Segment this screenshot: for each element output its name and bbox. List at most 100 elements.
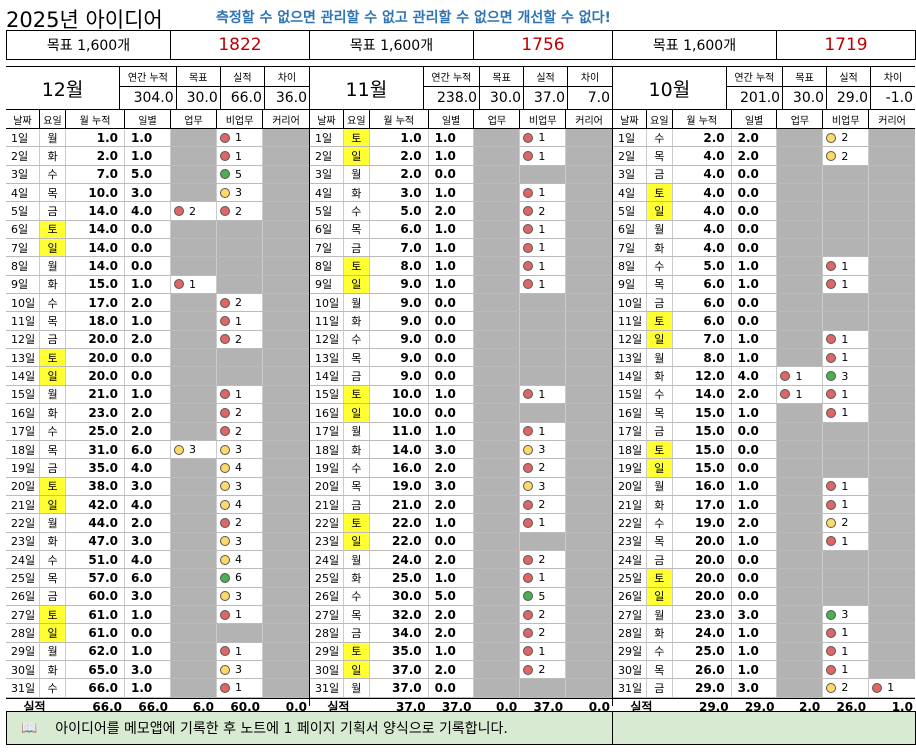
weekday-cell: 토 — [342, 385, 369, 404]
daily-count-cell: 2.0 — [124, 330, 170, 349]
table-row: 23일 목 20.0 1.0 1 — [613, 532, 915, 551]
table-row: 2일 화 2.0 1.0 1 — [6, 147, 309, 166]
work-cell — [473, 679, 520, 697]
summary-actual: 실적 29.0 — [826, 67, 871, 109]
table-row: 11일 화 9.0 0.0 — [310, 312, 612, 331]
month-cumulative-cell: 14.0 — [368, 440, 428, 459]
weekday-cell: 월 — [39, 642, 65, 660]
career-cell — [262, 312, 309, 330]
career-cell — [565, 312, 612, 330]
month-cumulative-cell: 26.0 — [671, 660, 731, 679]
date-cell: 29일 — [315, 645, 340, 659]
career-cell — [565, 184, 612, 202]
weekday-cell: 금 — [645, 165, 672, 184]
weekday-cell: 수 — [645, 514, 672, 532]
column-header-career: 커리어 — [262, 110, 309, 128]
work-cell — [776, 514, 823, 532]
nonwork-cell-value: 1 — [841, 663, 849, 677]
date-cell: 21일 — [618, 498, 643, 512]
work-cell — [170, 459, 216, 477]
work-cell — [776, 642, 823, 660]
daily-count-cell: 2.0 — [124, 514, 170, 532]
summary-actual-value: 66.0 — [230, 90, 262, 106]
career-cell — [565, 660, 612, 679]
column-header-work: 업무 — [473, 110, 519, 128]
month-cumulative-cell: 35.0 — [368, 642, 428, 660]
daily-count-cell: 1.0 — [730, 642, 777, 660]
month-cumulative-cell: 16.0 — [671, 477, 731, 495]
summary-diff-value: -1.0 — [885, 90, 913, 106]
status-dot-icon — [523, 646, 534, 657]
note-text: 아이디어를 메모앱에 기록한 후 노트에 1 페이지 기획서 양식으로 기록합니… — [55, 721, 508, 737]
career-cell — [868, 220, 915, 239]
table-row: 17일 월 11.0 1.0 1 — [310, 422, 612, 441]
career-cell — [868, 477, 915, 495]
date-cell: 11일 — [315, 315, 340, 329]
career-cell — [262, 569, 309, 587]
nonwork-cell-value: 2 — [841, 681, 849, 695]
career-cell — [262, 257, 309, 275]
month-cumulative-cell: 1.0 — [65, 129, 124, 147]
daily-count-cell: 4.0 — [124, 202, 170, 220]
date-cell: 27일 — [11, 608, 36, 622]
career-cell — [262, 349, 309, 367]
month-cumulative-cell: 2.0 — [368, 147, 428, 165]
work-cell — [170, 514, 216, 532]
month-cumulative-cell: 21.0 — [368, 495, 428, 514]
daily-count-cell: 4.0 — [124, 550, 170, 569]
work-cell — [473, 660, 520, 679]
month-cumulative-cell: 14.0 — [671, 385, 731, 404]
date-cell: 2일 — [618, 150, 636, 164]
career-cell — [565, 495, 612, 514]
date-cell: 19일 — [315, 461, 340, 475]
weekday-cell: 월 — [342, 679, 369, 697]
month-cumulative-cell: 47.0 — [65, 532, 124, 550]
work-cell — [473, 202, 520, 220]
summary-goal: 목표 30.0 — [782, 67, 827, 109]
table-row: 27일 목 32.0 2.0 2 — [310, 605, 612, 625]
work-cell — [776, 239, 823, 257]
month-cumulative-cell: 16.0 — [368, 459, 428, 477]
date-cell: 3일 — [11, 168, 29, 182]
date-cell: 15일 — [315, 388, 340, 402]
career-cell — [262, 404, 309, 422]
weekday-cell: 수 — [342, 330, 369, 349]
month-cumulative-cell: 19.0 — [671, 514, 731, 532]
weekday-cell: 금 — [342, 239, 369, 257]
nonwork-cell — [519, 330, 566, 349]
daily-count-cell: 1.0 — [730, 404, 777, 422]
weekday-cell: 금 — [39, 587, 65, 605]
table-row: 22일 월 44.0 2.0 2 — [6, 514, 309, 533]
summary-annual-label: 연간 누적 — [120, 67, 176, 87]
weekday-cell: 토 — [39, 605, 65, 624]
month-cumulative-cell: 10.0 — [65, 184, 124, 202]
summary-actual: 실적 37.0 — [523, 67, 568, 109]
date-cell: 11일 — [11, 315, 36, 329]
status-dot-icon — [220, 682, 230, 693]
daily-count-cell: 2.0 — [427, 660, 474, 679]
month-panel: 10월 연간 누적 201.0 목표 30.0 실적 29.0 차이 -1.0 날짜 요일 월 누적 일… — [612, 66, 915, 716]
page-title: 2025년 아이디어 — [6, 8, 163, 32]
nonwork-cell-value: 1 — [538, 149, 546, 163]
work-cell — [170, 129, 216, 147]
daily-count-cell: 0.0 — [124, 367, 170, 385]
weekday-cell: 화 — [39, 660, 65, 679]
date-cell: 29일 — [618, 645, 643, 659]
career-cell — [565, 349, 612, 367]
date-cell: 28일 — [618, 626, 643, 640]
date-cell: 6일 — [11, 223, 29, 237]
daily-count-cell: 0.0 — [730, 422, 777, 440]
career-cell — [868, 422, 915, 440]
nonwork-cell — [822, 440, 869, 459]
nonwork-cell-value: 2 — [235, 406, 242, 420]
daily-count-cell: 1.0 — [427, 275, 474, 294]
column-header-career: 커리어 — [868, 110, 915, 128]
table-row: 9일 화 15.0 1.0 1 — [6, 275, 309, 295]
month-cumulative-cell: 4.0 — [671, 184, 731, 202]
work-cell — [170, 294, 216, 312]
date-cell: 11일 — [618, 315, 643, 329]
weekday-cell: 수 — [645, 129, 672, 147]
nonwork-cell-value: 5 — [235, 167, 242, 181]
weekday-cell: 일 — [645, 587, 672, 605]
summary-annual: 연간 누적 304.0 — [119, 67, 176, 109]
